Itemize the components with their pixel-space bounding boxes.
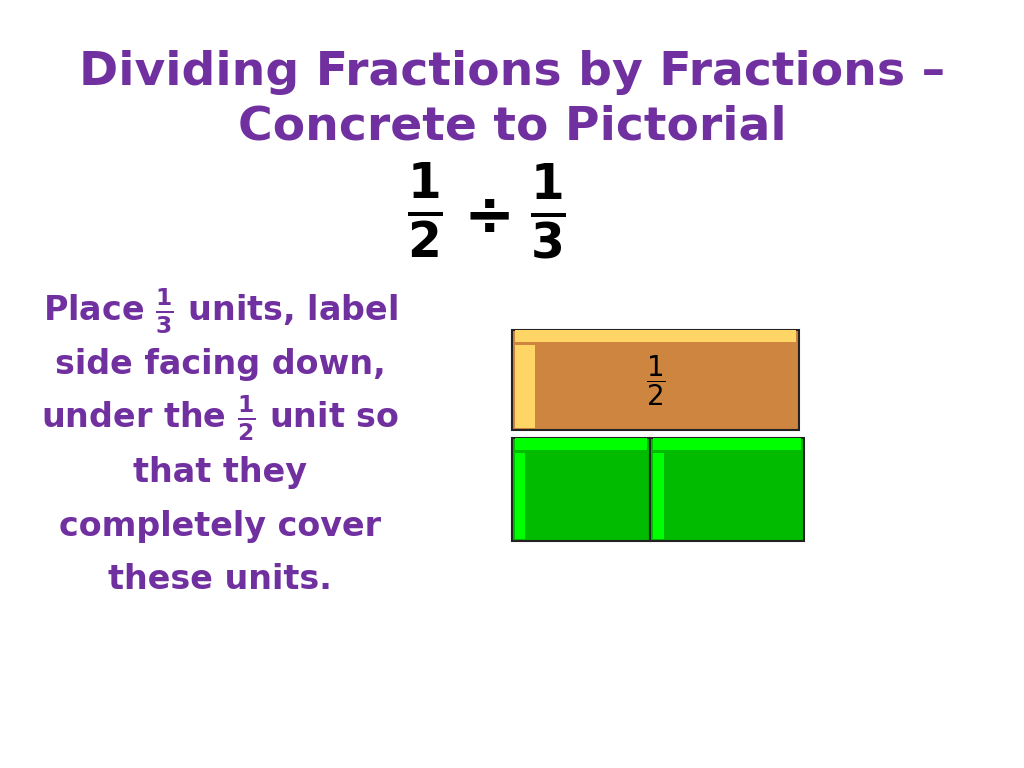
Text: Concrete to Pictorial: Concrete to Pictorial — [238, 104, 786, 149]
FancyBboxPatch shape — [515, 345, 536, 428]
Text: side facing down,: side facing down, — [55, 349, 385, 381]
FancyBboxPatch shape — [515, 453, 524, 539]
Text: $\mathbf{\div}$: $\mathbf{\div}$ — [463, 187, 510, 246]
Text: that they: that they — [133, 456, 307, 488]
FancyBboxPatch shape — [515, 330, 796, 342]
Text: under the $\mathbf{\frac{1}{2}}$ unit so: under the $\mathbf{\frac{1}{2}}$ unit so — [41, 394, 399, 443]
Text: $\dfrac{1}{2}$: $\dfrac{1}{2}$ — [645, 353, 666, 408]
Text: Dividing Fractions by Fractions –: Dividing Fractions by Fractions – — [79, 51, 945, 95]
Text: completely cover: completely cover — [59, 510, 381, 542]
Text: these units.: these units. — [109, 564, 332, 596]
FancyBboxPatch shape — [512, 438, 650, 541]
FancyBboxPatch shape — [653, 438, 801, 450]
FancyBboxPatch shape — [512, 330, 799, 430]
Text: $\mathbf{\frac{1}{3}}$: $\mathbf{\frac{1}{3}}$ — [529, 162, 566, 260]
FancyBboxPatch shape — [515, 438, 647, 450]
Text: $\mathbf{\frac{1}{2}}$: $\mathbf{\frac{1}{2}}$ — [407, 162, 443, 260]
FancyBboxPatch shape — [650, 438, 804, 541]
FancyBboxPatch shape — [653, 453, 664, 539]
Text: Place $\mathbf{\frac{1}{3}}$ units, label: Place $\mathbf{\frac{1}{3}}$ units, labe… — [43, 286, 397, 336]
